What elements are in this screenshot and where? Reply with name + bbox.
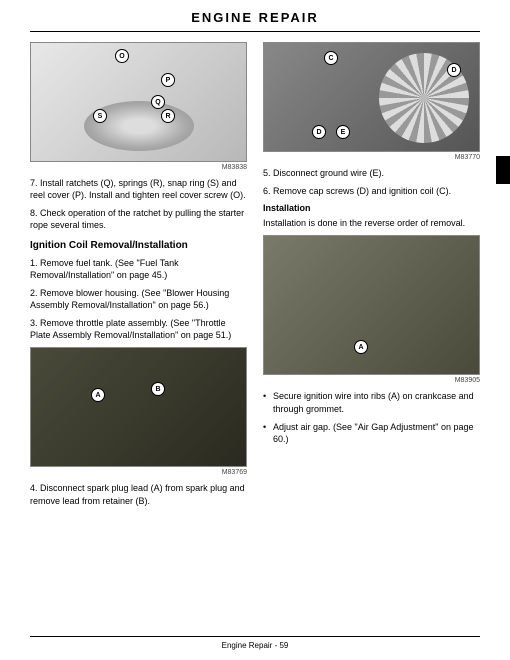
left-column: O P Q R S M83838 7. Install ratchets (Q)… xyxy=(30,42,247,513)
step-3: 3. Remove throttle plate assembly. (See … xyxy=(30,317,247,341)
callout-e: E xyxy=(336,125,350,139)
step-7: 7. Install ratchets (Q), springs (R), sn… xyxy=(30,177,247,201)
step-8: 8. Check operation of the ratchet by pul… xyxy=(30,207,247,231)
page-title: ENGINE REPAIR xyxy=(30,0,480,32)
installation-heading: Installation xyxy=(263,203,480,213)
figure-caption: M83770 xyxy=(263,154,480,161)
callout-c: C xyxy=(324,51,338,65)
figure-caption: M83769 xyxy=(30,469,247,476)
figure-crankcase-ribs: A xyxy=(263,235,480,375)
step-4: 4. Disconnect spark plug lead (A) from s… xyxy=(30,482,247,506)
figure-caption: M83838 xyxy=(30,164,247,171)
content-area: O P Q R S M83838 7. Install ratchets (Q)… xyxy=(0,32,510,513)
bullet-air-gap: Adjust air gap. (See "Air Gap Adjustment… xyxy=(263,421,480,445)
callout-s: S xyxy=(93,109,107,123)
step-5: 5. Disconnect ground wire (E). xyxy=(263,167,480,179)
installation-note: Installation is done in the reverse orde… xyxy=(263,217,480,229)
callout-p: P xyxy=(161,73,175,87)
figure-ignition-coil: C D D E xyxy=(263,42,480,152)
figure-ratchet-assembly: O P Q R S xyxy=(30,42,247,162)
section-heading: Ignition Coil Removal/Installation xyxy=(30,240,247,251)
page-footer: Engine Repair - 59 xyxy=(30,636,480,650)
callout-b: B xyxy=(151,382,165,396)
section-tab xyxy=(496,156,510,184)
step-1: 1. Remove fuel tank. (See "Fuel Tank Rem… xyxy=(30,257,247,281)
callout-d2: D xyxy=(312,125,326,139)
figure-caption: M83905 xyxy=(263,377,480,384)
callout-q: Q xyxy=(151,95,165,109)
step-2: 2. Remove blower housing. (See "Blower H… xyxy=(30,287,247,311)
right-column: C D D E M83770 5. Disconnect ground wire… xyxy=(263,42,480,513)
callout-r: R xyxy=(161,109,175,123)
callout-a: A xyxy=(91,388,105,402)
callout-a-ribs: A xyxy=(354,340,368,354)
figure-spark-plug: A B xyxy=(30,347,247,467)
step-6: 6. Remove cap screws (D) and ignition co… xyxy=(263,185,480,197)
bullet-secure-wire: Secure ignition wire into ribs (A) on cr… xyxy=(263,390,480,414)
callout-o: O xyxy=(115,49,129,63)
callout-d: D xyxy=(447,63,461,77)
